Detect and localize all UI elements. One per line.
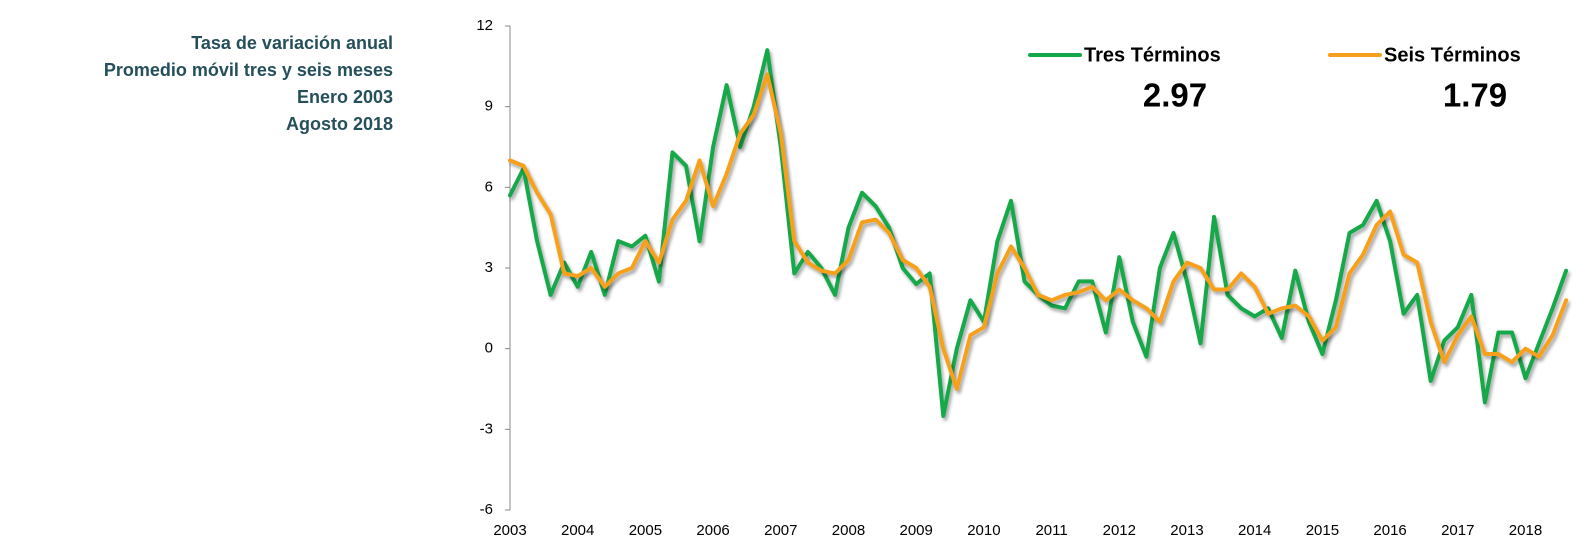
title-line: Enero 2003 — [297, 87, 393, 107]
title-line: Tasa de variación anual — [191, 33, 393, 53]
legend-label: Tres Términos — [1084, 44, 1221, 66]
x-tick-label: 2009 — [900, 522, 933, 539]
x-tick-label: 2012 — [1103, 522, 1136, 539]
x-tick-label: 2003 — [493, 522, 526, 539]
y-tick-label: 6 — [485, 178, 493, 195]
x-tick-label: 2011 — [1035, 522, 1067, 539]
legend-label: Seis Términos — [1384, 44, 1521, 66]
series-line — [508, 72, 1569, 391]
legend-value: 1.79 — [1443, 77, 1507, 114]
title-line: Agosto 2018 — [286, 114, 393, 134]
title-line: Promedio móvil tres y seis meses — [104, 60, 393, 80]
y-tick-label: -3 — [480, 420, 493, 437]
x-tick-label: 2014 — [1238, 522, 1271, 539]
x-tick-label: 2007 — [764, 522, 797, 539]
x-tick-label: 2010 — [967, 522, 1000, 539]
x-tick-label: 2005 — [629, 522, 662, 539]
y-tick-label: 0 — [485, 340, 493, 357]
x-tick-label: 2017 — [1441, 522, 1474, 539]
x-tick-label: 2013 — [1170, 522, 1203, 539]
x-tick-label: 2008 — [832, 522, 865, 539]
y-tick-label: 3 — [485, 259, 493, 276]
y-tick-label: 9 — [485, 98, 493, 115]
y-tick-label: 12 — [476, 17, 493, 34]
x-tick-label: 2018 — [1509, 522, 1542, 539]
x-tick-label: 2015 — [1306, 522, 1339, 539]
legend-value: 2.97 — [1143, 77, 1207, 114]
x-tick-label: 2004 — [561, 522, 594, 539]
x-tick-label: 2016 — [1373, 522, 1406, 539]
y-tick-label: -6 — [480, 501, 493, 518]
x-tick-label: 2006 — [696, 522, 729, 539]
